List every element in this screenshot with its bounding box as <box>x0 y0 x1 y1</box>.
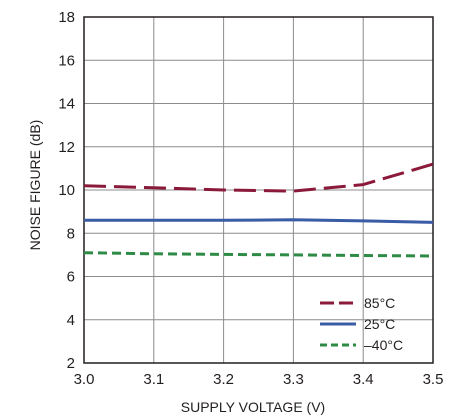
y-tick-label: 18 <box>58 9 75 26</box>
x-tick-label: 3.5 <box>423 371 444 388</box>
y-tick-label: 8 <box>67 225 75 242</box>
legend-label-2: –40°C <box>364 337 403 353</box>
x-tick-label: 3.2 <box>213 371 234 388</box>
legend-label-0: 85°C <box>364 295 395 311</box>
y-tick-label: 14 <box>58 96 75 113</box>
x-tick-label: 3.3 <box>283 371 304 388</box>
x-tick-label: 3.4 <box>353 371 374 388</box>
x-tick-labels: 3.0 3.1 3.2 3.3 3.4 3.5 <box>74 371 444 388</box>
series-line-2 <box>83 251 434 258</box>
series-line-1 <box>84 218 434 224</box>
y-tick-label: 6 <box>67 269 75 286</box>
y-tick-label: 10 <box>58 182 75 199</box>
plot-frame <box>83 16 434 364</box>
y-tick-label: 12 <box>58 139 75 156</box>
legend: 85°C 25°C –40°C <box>320 295 403 353</box>
y-tick-label: 16 <box>58 52 75 69</box>
plot-border <box>83 16 434 364</box>
y-tick-label: 4 <box>67 312 75 329</box>
x-tick-label: 3.1 <box>143 371 164 388</box>
y-tick-labels: 2 4 6 8 10 12 14 16 18 <box>58 9 75 372</box>
series-lines <box>83 162 434 258</box>
x-axis-title: SUPPLY VOLTAGE (V) <box>181 399 325 415</box>
grid <box>83 16 434 364</box>
y-tick-label: 2 <box>67 355 75 372</box>
legend-label-1: 25°C <box>364 316 395 332</box>
series-line-0 <box>83 162 434 193</box>
y-axis-title: NOISE FIGURE (dB) <box>27 120 43 251</box>
x-tick-label: 3.0 <box>74 371 95 388</box>
